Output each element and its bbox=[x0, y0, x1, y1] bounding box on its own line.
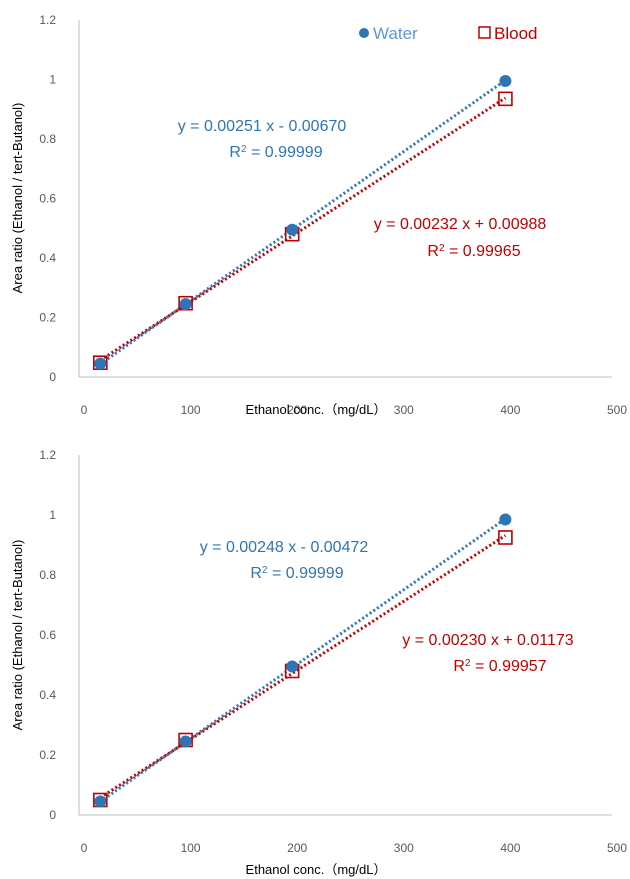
chart-1-ytick-label: 1.2 bbox=[39, 13, 56, 27]
chart-1-ytick-label: 0.2 bbox=[39, 311, 56, 325]
legend: Water Blood bbox=[359, 24, 537, 43]
chart-1-ytick-label: 0.6 bbox=[39, 192, 56, 206]
chart-2-ytick-label: 0.4 bbox=[39, 688, 56, 702]
chart-2-blood-equation: y = 0.00230 x + 0.01173 bbox=[402, 632, 574, 649]
chart-2-water-point bbox=[286, 660, 299, 673]
chart-1-water-point bbox=[499, 74, 512, 87]
chart-1-xtick-label: 200 bbox=[287, 403, 307, 417]
chart-2-xtick-label: 300 bbox=[394, 841, 414, 855]
chart-2-x-axis-label: Ethanol conc.（mg/dL） bbox=[246, 862, 387, 877]
chart-2-water-point bbox=[499, 513, 512, 526]
chart-2-points bbox=[93, 513, 513, 808]
chart-2-blood-r2: R2 = 0.99957 bbox=[453, 658, 546, 676]
chart-2-xtick-label: 400 bbox=[500, 841, 520, 855]
chart-2-water-r2: R2 = 0.99999 bbox=[250, 565, 343, 583]
chart-1: 0 0.2 0.4 0.6 0.8 1 1.2 0 100 200 300 400 500 Area … bbox=[10, 13, 627, 417]
chart-2-ytick-label: 0 bbox=[49, 808, 56, 822]
chart-2-ytick-label: 1 bbox=[49, 508, 56, 522]
chart-2-xtick-label: 0 bbox=[81, 841, 88, 855]
chart-2-ytick-label: 0.8 bbox=[39, 568, 56, 582]
chart-1-blood-r2-label: R bbox=[427, 243, 439, 260]
chart-2-water-equation: y = 0.00248 x - 0.00472 bbox=[200, 539, 369, 556]
chart-1-blood-equation: y = 0.00232 x + 0.00988 bbox=[374, 216, 547, 233]
chart-1-water-r2: R2 = 0.99999 bbox=[229, 144, 322, 162]
chart-2-y-axis-label: Area ratio (Ethanol / tert-Butanol) bbox=[10, 540, 25, 731]
chart-2-water-point bbox=[179, 735, 192, 748]
chart-2-water-point bbox=[94, 795, 107, 808]
chart-2-ytick-labels: 0 0.2 0.4 0.6 0.8 1 1.2 bbox=[39, 448, 56, 822]
chart-1-xtick-labels: 0 100 200 300 400 500 bbox=[81, 403, 628, 417]
chart-2-trendlines bbox=[99, 517, 507, 803]
chart-1-water-trendline bbox=[99, 79, 507, 366]
legend-water-label: Water bbox=[373, 24, 418, 43]
chart-2-blood-r2-label: R bbox=[453, 658, 465, 675]
chart-1-xtick-label: 0 bbox=[81, 403, 88, 417]
chart-1-ytick-label: 1 bbox=[49, 73, 56, 87]
chart-1-ytick-label: 0.4 bbox=[39, 251, 56, 265]
chart-1-ytick-label: 0.8 bbox=[39, 132, 56, 146]
chart-2-blood-point bbox=[498, 530, 513, 545]
chart-1-ytick-label: 0 bbox=[49, 370, 56, 384]
chart-1-blood-r2: R2 = 0.99965 bbox=[427, 243, 520, 261]
chart-1-xtick-label: 100 bbox=[181, 403, 201, 417]
blood-legend-icon bbox=[478, 26, 491, 39]
chart-1-water-point bbox=[94, 357, 107, 370]
chart-1-trendlines bbox=[99, 79, 507, 366]
chart-2-water-trendline bbox=[99, 517, 507, 803]
chart-2-xtick-label: 500 bbox=[607, 841, 627, 855]
chart-2-blood-r2-value: = 0.99957 bbox=[471, 658, 547, 675]
chart-2-water-r2-label: R bbox=[250, 565, 262, 582]
chart-1-water-equation: y = 0.00251 x - 0.00670 bbox=[178, 118, 347, 135]
chart-2-xtick-label: 100 bbox=[181, 841, 201, 855]
chart-1-water-point bbox=[286, 223, 299, 236]
chart-1-blood-r2-value: = 0.99965 bbox=[445, 243, 521, 260]
chart-2-ytick-label: 0.2 bbox=[39, 748, 56, 762]
chart-1-water-point bbox=[179, 298, 192, 311]
chart-2: 0 0.2 0.4 0.6 0.8 1 1.2 0 100 200 300 400 500 Area … bbox=[10, 448, 627, 877]
chart-1-blood-point bbox=[498, 91, 513, 107]
chart-1-blood-trendline bbox=[99, 96, 507, 362]
chart-1-xtick-label: 300 bbox=[394, 403, 414, 417]
chart-1-y-axis-label: Area ratio (Ethanol / tert-Butanol) bbox=[10, 103, 25, 294]
chart-1-xtick-label: 500 bbox=[607, 403, 627, 417]
chart-1-water-r2-value: = 0.99999 bbox=[247, 144, 323, 161]
chart-2-ytick-label: 1.2 bbox=[39, 448, 56, 462]
chart-2-xtick-labels: 0 100 200 300 400 500 bbox=[81, 841, 628, 855]
chart-1-points bbox=[93, 74, 513, 371]
chart-2-blood-trendline bbox=[99, 534, 507, 799]
chart-1-x-axis-label: Ethanol conc.（mg/dL） bbox=[246, 402, 387, 417]
chart-2-water-r2-value: = 0.99999 bbox=[268, 565, 344, 582]
chart-1-ytick-labels: 0 0.2 0.4 0.6 0.8 1 1.2 bbox=[39, 13, 56, 384]
chart-2-xtick-label: 200 bbox=[287, 841, 307, 855]
chart-1-xtick-label: 400 bbox=[500, 403, 520, 417]
chart-2-ytick-label: 0.6 bbox=[39, 628, 56, 642]
water-legend-icon bbox=[359, 28, 369, 38]
chart-1-water-r2-label: R bbox=[229, 144, 241, 161]
legend-blood-label: Blood bbox=[494, 24, 537, 43]
